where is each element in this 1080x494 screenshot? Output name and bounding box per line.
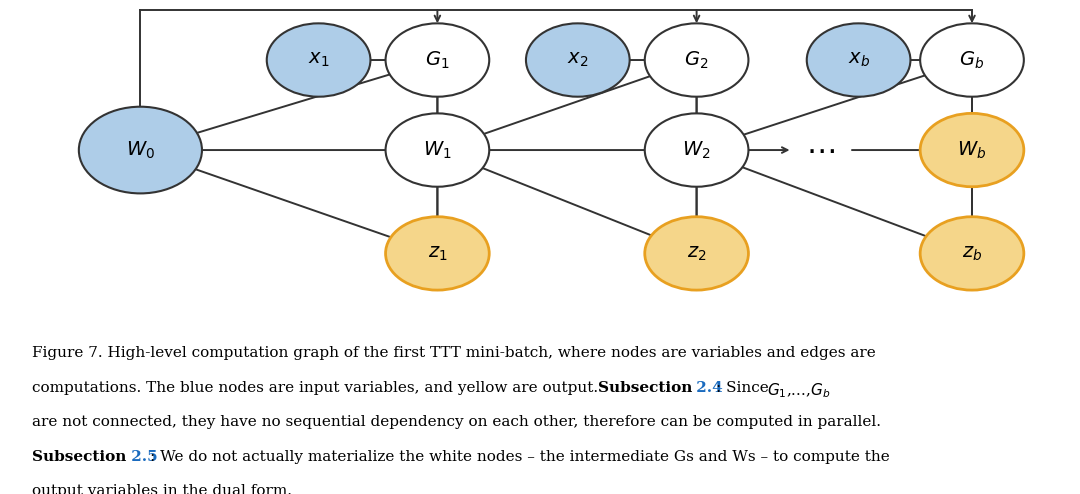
Text: $W_{2}$: $W_{2}$ bbox=[683, 139, 711, 161]
Text: $x_{1}$: $x_{1}$ bbox=[308, 51, 329, 69]
Text: $G_{b}$: $G_{b}$ bbox=[959, 49, 985, 71]
Text: Subsection: Subsection bbox=[32, 450, 126, 464]
Ellipse shape bbox=[645, 114, 748, 187]
Text: $\cdots$: $\cdots$ bbox=[807, 134, 835, 165]
Text: $G_{1}$: $G_{1}$ bbox=[426, 49, 449, 71]
Text: Subsection: Subsection bbox=[598, 381, 692, 395]
Text: $W_{b}$: $W_{b}$ bbox=[957, 139, 987, 161]
Text: 2.5: 2.5 bbox=[125, 450, 158, 464]
Text: $G_1$,...,$G_b$: $G_1$,...,$G_b$ bbox=[767, 381, 831, 400]
Text: $W_{1}$: $W_{1}$ bbox=[423, 139, 451, 161]
Ellipse shape bbox=[920, 114, 1024, 187]
Ellipse shape bbox=[807, 23, 910, 97]
Ellipse shape bbox=[386, 23, 489, 97]
Text: $z_{b}$: $z_{b}$ bbox=[962, 244, 982, 263]
Text: $z_{2}$: $z_{2}$ bbox=[687, 244, 706, 263]
Ellipse shape bbox=[386, 114, 489, 187]
Ellipse shape bbox=[645, 23, 748, 97]
Ellipse shape bbox=[526, 23, 630, 97]
Text: 2.4: 2.4 bbox=[691, 381, 723, 395]
Ellipse shape bbox=[386, 217, 489, 290]
Text: : Since: : Since bbox=[716, 381, 774, 395]
Text: $G_{2}$: $G_{2}$ bbox=[685, 49, 708, 71]
Ellipse shape bbox=[79, 107, 202, 194]
Text: computations. The blue nodes are input variables, and yellow are output.: computations. The blue nodes are input v… bbox=[32, 381, 604, 395]
Text: $z_{1}$: $z_{1}$ bbox=[428, 244, 447, 263]
Text: Figure 7. High-level computation graph of the first TTT mini-batch, where nodes : Figure 7. High-level computation graph o… bbox=[32, 346, 876, 360]
Text: $x_{b}$: $x_{b}$ bbox=[848, 51, 869, 69]
Text: $x_{2}$: $x_{2}$ bbox=[567, 51, 589, 69]
Ellipse shape bbox=[920, 217, 1024, 290]
Text: are not connected, they have no sequential dependency on each other, therefore c: are not connected, they have no sequenti… bbox=[32, 415, 881, 429]
Ellipse shape bbox=[267, 23, 370, 97]
Ellipse shape bbox=[920, 23, 1024, 97]
Text: : We do not actually materialize the white nodes – the intermediate Gs and Ws – : : We do not actually materialize the whi… bbox=[150, 450, 890, 464]
Ellipse shape bbox=[645, 217, 748, 290]
Text: $W_{0}$: $W_{0}$ bbox=[126, 139, 154, 161]
Text: output variables in the dual form.: output variables in the dual form. bbox=[32, 484, 293, 494]
